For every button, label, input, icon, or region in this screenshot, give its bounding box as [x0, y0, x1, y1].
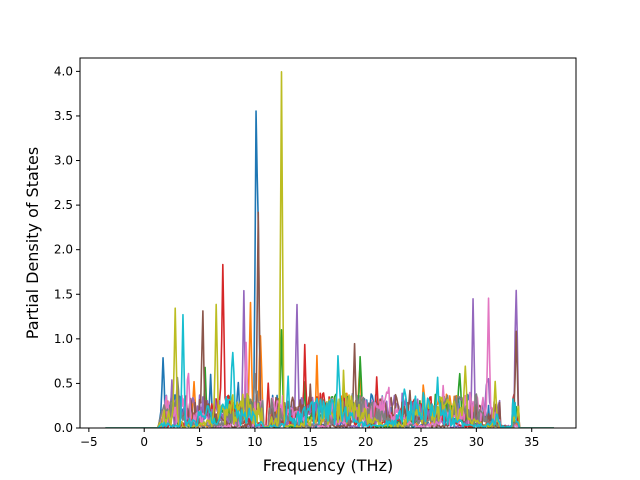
y-axis-title: Partial Density of States: [23, 147, 42, 339]
y-tick-label: 1.0: [54, 332, 73, 346]
plot-frame: [79, 57, 577, 429]
x-tick-label: 35: [524, 435, 539, 449]
y-tick-label: 2.0: [54, 243, 73, 257]
x-tick-label: 20: [358, 435, 373, 449]
x-axis: −5 0 5 10 15 20 25 30 35: [80, 428, 539, 449]
y-tick-label: 1.5: [54, 287, 73, 301]
x-tick-label: 0: [140, 435, 148, 449]
pdos-series-line: [105, 313, 554, 428]
x-tick-label: −5: [80, 435, 98, 449]
x-tick-label: 5: [196, 435, 204, 449]
series-layer: [105, 71, 554, 428]
y-tick-label: 4.0: [54, 64, 73, 78]
x-axis-title: Frequency (THz): [263, 456, 393, 475]
x-tick-label: 25: [413, 435, 428, 449]
x-tick-label: 15: [303, 435, 318, 449]
y-tick-label: 3.5: [54, 109, 73, 123]
x-tick-label: 10: [247, 435, 262, 449]
pdos-series-line: [105, 211, 554, 428]
y-tick-label: 0.0: [54, 421, 73, 435]
x-tick-label: 30: [469, 435, 484, 449]
y-tick-label: 0.5: [54, 376, 73, 390]
y-axis: 0.0 0.5 1.0 1.5 2.0 2.5 3.0 3.5 4.0: [54, 64, 80, 435]
y-tick-label: 2.5: [54, 198, 73, 212]
y-tick-label: 3.0: [54, 154, 73, 168]
